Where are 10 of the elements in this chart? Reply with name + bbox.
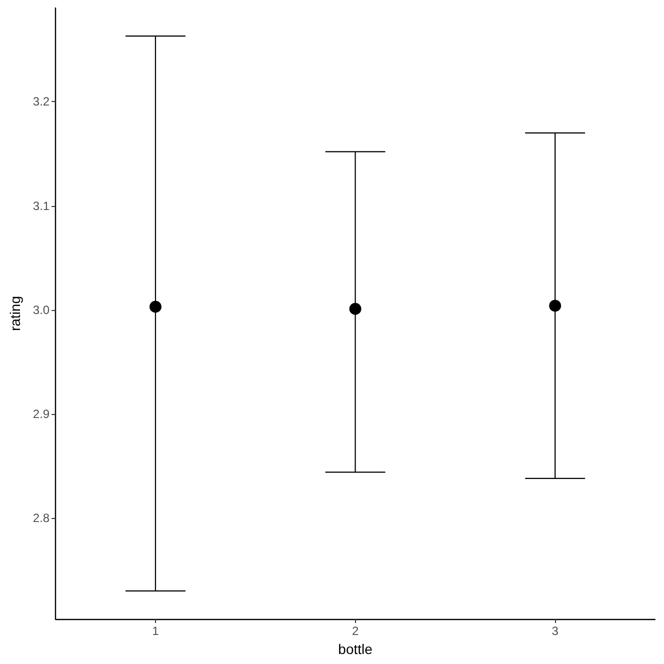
x-tick-label: 1 <box>152 624 160 638</box>
y-tick-label: 3.2 <box>32 94 50 109</box>
y-tick-label: 3.0 <box>32 302 50 317</box>
y-tick-label: 3.1 <box>32 198 50 213</box>
y-axis-title: rating <box>7 296 23 332</box>
y-tick-label: 2.8 <box>32 511 50 526</box>
x-tick-label: 3 <box>552 624 559 638</box>
x-tick-label: 2 <box>352 624 359 638</box>
x-axis-title: bottle <box>338 641 373 657</box>
y-tick-label: 2.9 <box>32 406 50 421</box>
